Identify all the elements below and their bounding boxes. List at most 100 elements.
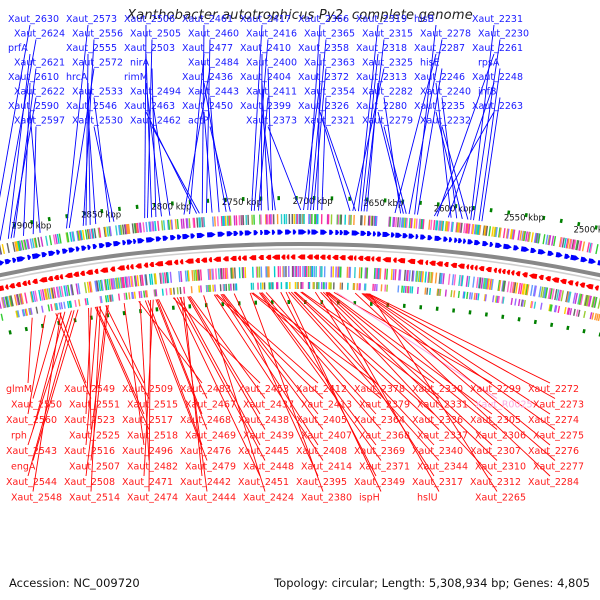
scale-tick <box>524 212 528 218</box>
reverse-cog-bar <box>392 269 395 281</box>
forward-label-leader <box>441 97 458 219</box>
reverse-cog-bar <box>141 274 144 286</box>
forward-cog-bar <box>169 219 173 230</box>
reverse-cog-bar <box>592 296 597 308</box>
reverse-cog-bar <box>365 267 368 279</box>
scale-tick <box>65 214 69 219</box>
forward-cog-bar <box>419 218 422 229</box>
forward-gene-arrow <box>580 256 588 263</box>
reverse-cog-bar <box>492 295 495 303</box>
forward-cog-bar <box>410 218 413 229</box>
reverse-cog-bar <box>424 271 427 283</box>
reverse-gene-arrow <box>94 268 99 274</box>
reverse-cog-bar <box>211 268 214 280</box>
forward-cog-bar <box>403 217 406 228</box>
reverse-cog-bar <box>418 271 422 283</box>
forward-gene-label: Xaut_2505 <box>130 29 181 40</box>
forward-gene-arrow <box>377 231 382 237</box>
reverse-gene-label: Xaut_2437 <box>243 400 294 411</box>
reverse-label-leader <box>94 306 150 430</box>
forward-gene-arrow <box>474 239 481 246</box>
reverse-gene-arrow <box>353 255 357 261</box>
forward-gene-label: Xaut_2463 <box>124 101 175 112</box>
forward-cog-bar <box>161 220 164 231</box>
reverse-cog-bar <box>99 296 102 304</box>
forward-gene-arrow <box>206 232 216 238</box>
forward-cog-bar <box>148 221 151 232</box>
forward-gene-label: Xaut_2325 <box>362 58 413 69</box>
scale-label: 2500 kbp <box>573 226 600 236</box>
forward-cog-bar <box>495 227 498 238</box>
reverse-cog-bar <box>197 269 200 281</box>
forward-cog-bar <box>400 217 403 228</box>
reverse-gene-label: Xaut_2349 <box>354 477 405 488</box>
forward-gene-arrow <box>260 230 264 236</box>
reverse-cog-bar <box>438 288 441 296</box>
forward-gene-label: Xaut_2231 <box>472 14 523 25</box>
reverse-gene-arrow <box>501 268 506 275</box>
forward-cog-bar <box>221 215 224 227</box>
reverse-cog-bar <box>209 268 212 280</box>
reverse-cog-bar <box>439 272 442 284</box>
reverse-cog-bar <box>450 290 453 298</box>
reverse-cog-bar <box>566 291 570 303</box>
reverse-cog-bar <box>501 296 504 304</box>
forward-cog-bar <box>473 224 477 235</box>
forward-gene-arrow <box>372 231 377 237</box>
forward-cog-bar <box>447 221 451 232</box>
forward-gene-label: Xaut_2287 <box>414 43 465 54</box>
reverse-cog-bar <box>374 267 377 280</box>
reverse-cog-bar <box>55 302 59 311</box>
reverse-cog-bar <box>540 286 544 298</box>
reverse-label-leader <box>213 294 324 461</box>
reverse-gene-label: Xaut_2543 <box>6 446 57 457</box>
reverse-cog-bar <box>557 305 561 313</box>
forward-cog-bar <box>401 217 404 228</box>
reverse-cog-bar <box>549 288 553 300</box>
reverse-cog-bar <box>463 291 466 299</box>
reverse-gene-arrow <box>382 257 392 263</box>
reverse-cog-bar <box>554 289 558 301</box>
forward-gene-label: Xaut_2319 <box>356 14 407 25</box>
reverse-gene-arrow <box>450 262 458 269</box>
reverse-cog-bar <box>480 277 484 289</box>
reverse-cog-bar <box>43 288 48 300</box>
reverse-gene-label: Xaut_2482 <box>127 462 178 473</box>
forward-cog-bar <box>439 220 443 231</box>
reverse-cog-bar <box>153 289 156 297</box>
reverse-cog-bar <box>549 304 552 312</box>
forward-gene-label: Xaut_2373 <box>246 116 297 127</box>
forward-label-leader <box>0 39 37 241</box>
reverse-cog-bar <box>408 270 411 282</box>
forward-cog-bar <box>142 222 145 233</box>
reverse-cog-bar <box>427 271 430 283</box>
reverse-cog-bar <box>89 281 93 293</box>
reverse-gene-arrow <box>313 254 320 260</box>
forward-gene-arrow <box>420 234 426 240</box>
reverse-cog-bar <box>468 292 472 300</box>
forward-cog-bar <box>86 229 90 240</box>
scale-tick <box>594 225 598 230</box>
forward-cog-bar <box>488 226 492 237</box>
reverse-cog-bar <box>32 290 36 302</box>
forward-cog-bar <box>202 217 205 228</box>
forward-gene-arrow <box>75 246 80 252</box>
reverse-cog-bar <box>453 274 457 286</box>
forward-cog-bar <box>445 221 449 232</box>
reverse-cog-bar <box>41 305 44 313</box>
reverse-gene-arrow <box>574 281 579 287</box>
reverse-label-leader <box>285 291 382 492</box>
reverse-cog-bar <box>533 285 537 297</box>
reverse-cog-bar <box>122 276 126 288</box>
reverse-cog-bar <box>176 287 179 295</box>
forward-gene-arrow <box>292 229 297 235</box>
forward-gene-label: hrcA <box>66 72 88 83</box>
scale-tick <box>542 215 546 221</box>
forward-cog-bar <box>568 238 572 249</box>
forward-gene-label: Xaut_2494 <box>130 87 181 98</box>
reverse-cog-bar <box>134 275 138 287</box>
reverse-gene-arrow <box>326 254 331 260</box>
forward-cog-bar <box>420 218 423 230</box>
